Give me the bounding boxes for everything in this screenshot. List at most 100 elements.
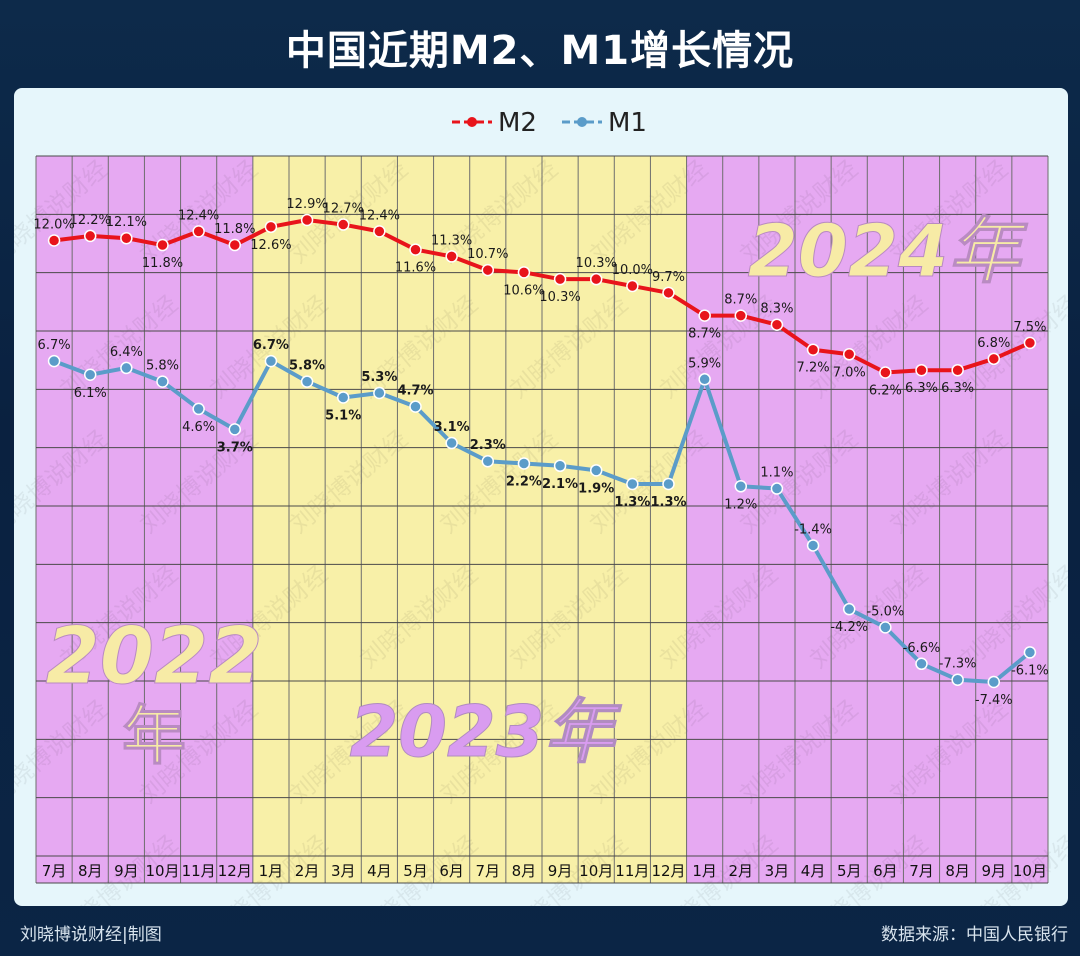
m2-point [120, 231, 133, 245]
m1-data-label: 4.6% [182, 420, 215, 435]
m1-point [1023, 646, 1037, 659]
year-label-2024: 2024年 [748, 209, 1028, 293]
legend-label: M2 [498, 108, 537, 138]
year-label-2022-line1: 2022 [45, 612, 262, 702]
m2-data-label: 8.7% [688, 327, 721, 342]
m1-data-label: 5.8% [289, 359, 325, 374]
m2-point [951, 363, 964, 377]
chart-svg: 刘晓博说财经 刘晓博说财经 刘晓博说财经 刘晓博说财经 刘晓博说财经 刘晓博说财经 刘晓博说… [0, 108, 1080, 944]
m2-point [47, 234, 61, 247]
m1-series-line [53, 359, 1032, 684]
m2-data-label: 7.5% [1013, 320, 1046, 335]
m2-data-label: 12.1% [106, 215, 147, 230]
m2-point [698, 309, 711, 322]
m2-point [336, 218, 350, 231]
x-tick-label: 10月 [145, 862, 179, 880]
x-tick-label: 12月 [218, 862, 252, 880]
m1-data-label: 6.1% [74, 386, 107, 401]
m1-point [264, 354, 278, 368]
footer-credit: 刘晓博说财经|制图 [20, 925, 162, 945]
m1-data-label: -5.0% [866, 604, 904, 619]
x-tick-label: 6月 [873, 862, 898, 880]
m1-data-label: 5.3% [361, 370, 397, 385]
m1-data-label: 1.2% [724, 497, 757, 512]
m2-point [842, 348, 856, 361]
m1-point [589, 464, 603, 477]
x-tick-label: 2月 [729, 862, 754, 880]
m2-point [553, 272, 567, 286]
m2-point [770, 318, 784, 331]
m1-point [445, 436, 458, 450]
legend-label: M1 [608, 108, 647, 138]
m2-point [228, 238, 242, 252]
m1-data-label: 2.1% [542, 477, 578, 492]
m2-point [373, 225, 386, 238]
m1-data-label: 4.7% [397, 384, 433, 399]
m2-data-label: 6.2% [869, 383, 902, 398]
m1-point [698, 373, 711, 386]
m2-data-label: 7.0% [833, 365, 866, 380]
m1-point [120, 361, 133, 375]
m2-point [734, 309, 748, 322]
m2-data-label: 6.3% [941, 381, 974, 396]
m1-point [517, 457, 531, 470]
m1-data-label: -7.4% [975, 693, 1013, 708]
m1-data-label: -4.2% [830, 620, 868, 635]
m2-data-label: 12.7% [323, 202, 364, 217]
m1-point [770, 482, 784, 495]
x-tick-label: 11月 [615, 862, 649, 880]
year-label-2023: 2023年 [350, 691, 623, 773]
series-layer: 12.0%12.2%12.1%11.8%12.4%11.8%12.6%12.9%… [33, 197, 1048, 708]
m1-point [47, 354, 61, 368]
m1-data-label: -7.3% [939, 657, 977, 672]
m1-data-label: 5.9% [688, 356, 721, 371]
m1-data-label: 5.1% [325, 409, 361, 424]
m1-data-label: 6.7% [253, 338, 289, 353]
m1-point [409, 400, 422, 413]
m1-point [662, 477, 675, 491]
m1-data-label: -6.6% [903, 641, 941, 656]
m2-data-label: 10.3% [576, 256, 617, 271]
m1-point [83, 368, 97, 382]
m1-data-label: 3.7% [217, 440, 253, 455]
m1-point [915, 657, 928, 671]
x-tick-label: 9月 [982, 862, 1007, 880]
m2-data-label: 12.9% [286, 197, 327, 212]
m1-data-label: 1.3% [650, 495, 686, 510]
x-tick-label: 7月 [42, 862, 67, 880]
m1-data-label: -6.1% [1011, 663, 1049, 678]
m1-data-label: 1.3% [614, 495, 650, 510]
x-tick-label: 9月 [114, 862, 139, 880]
m1-point [156, 375, 169, 388]
m2-data-label: 10.0% [612, 263, 653, 278]
m2-data-label: 12.6% [250, 238, 291, 253]
year-labels: 2022 年 2023年 2024年 [45, 209, 1029, 775]
year-label-2022-line2: 年 [122, 700, 186, 774]
x-tick-label: 2月 [295, 862, 320, 880]
x-tick-label: 8月 [512, 862, 537, 880]
x-tick-label: 9月 [548, 862, 573, 880]
x-tick-label: 1月 [259, 862, 284, 880]
x-axis: 7月 8月 9月 10月 11月 12月 1月 2月 3月 4月 5月 6月 7月 8月 9月 10月 11月 1… [42, 862, 1047, 880]
m1-data-label: 1.9% [578, 481, 614, 496]
chart-title: 中国近期M2、M1增长情况 [285, 28, 795, 74]
m2-data-label: 11.6% [395, 261, 436, 276]
m2-data-label: 11.8% [142, 256, 183, 271]
m2-data-label: 9.7% [652, 270, 685, 285]
m1-data-label: -1.4% [794, 522, 832, 537]
m1-point [553, 459, 567, 473]
x-tick-label: 5月 [403, 862, 428, 880]
x-tick-label: 3月 [765, 862, 790, 880]
m2-point [300, 213, 314, 227]
m1-point [951, 673, 964, 686]
x-tick-label: 10月 [579, 862, 613, 880]
legend-marker [577, 117, 587, 127]
m1-data-label: 2.3% [470, 438, 506, 453]
m1-point [481, 454, 495, 468]
m1-point [228, 423, 242, 436]
m2-data-label: 11.8% [214, 222, 255, 237]
m2-point [1023, 336, 1037, 350]
m2-data-label: 12.4% [359, 208, 400, 223]
m1-data-label: 6.7% [38, 338, 71, 353]
m2-point [662, 286, 675, 300]
